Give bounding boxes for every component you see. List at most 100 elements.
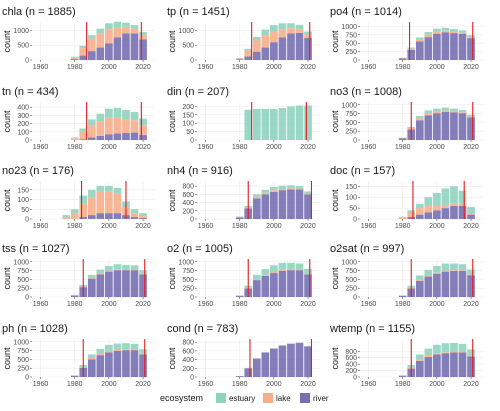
y-tick-label: 100 — [17, 129, 29, 136]
bar-river — [458, 33, 467, 60]
bar-river — [287, 343, 295, 377]
bar-lake — [287, 188, 295, 190]
x-tick-label: 2020 — [135, 381, 151, 388]
bar-river — [287, 189, 295, 219]
x-tick-label: 2000 — [266, 223, 282, 230]
y-tick-label: 0 — [25, 58, 29, 65]
bar-lake — [458, 270, 467, 271]
bar-river — [458, 352, 467, 377]
panel-title: ph (n = 1028) — [2, 323, 68, 335]
bar-river — [424, 115, 433, 140]
x-tick-label: 1980 — [67, 381, 83, 388]
bar-estuary — [467, 349, 475, 356]
bar-lake — [270, 190, 278, 192]
bar-estuary — [441, 27, 450, 31]
bar-estuary — [270, 265, 278, 272]
bar-river — [304, 194, 312, 219]
bar-river — [407, 49, 416, 60]
y-tick-label: 100 — [345, 195, 357, 202]
y-tick-label: 750 — [345, 268, 357, 275]
bar-estuary — [122, 343, 130, 350]
bar-river — [130, 217, 139, 219]
facet-panel: no23 (n = 176) 0 50 100 150 1960 1980 2000 2020 c… — [2, 165, 155, 230]
bar-river — [304, 346, 312, 377]
bar-river — [433, 33, 441, 60]
bar-estuary — [261, 29, 270, 36]
bar-river — [415, 214, 424, 219]
bar-lake — [458, 112, 467, 114]
bar-lake — [424, 113, 433, 116]
bar-lake — [467, 274, 475, 276]
bar-estuary — [458, 190, 467, 204]
bar-lake — [441, 205, 450, 209]
y-axis-label: count — [167, 347, 177, 370]
x-tick-label: 1980 — [67, 301, 83, 308]
panel-title: o2sat (n = 997) — [330, 243, 404, 255]
bar-river — [122, 133, 130, 140]
bar-lake — [295, 269, 304, 271]
bar-estuary — [415, 203, 424, 209]
x-tick-label: 2020 — [463, 144, 479, 151]
bar-estuary — [105, 185, 113, 192]
bar-lake — [105, 117, 113, 135]
bar-estuary — [287, 106, 295, 140]
bar-river — [244, 368, 253, 377]
bar-lake — [113, 27, 122, 38]
bar-lake — [113, 349, 122, 351]
x-tick-label: 1960 — [361, 301, 377, 308]
bar-lake — [450, 31, 458, 34]
bar-lake — [458, 32, 467, 34]
bar-river — [105, 271, 113, 297]
bar-river — [398, 58, 407, 60]
bar-lake — [304, 193, 312, 195]
bar-lake — [139, 216, 147, 219]
bar-estuary — [433, 344, 441, 354]
panel-title: wtemp (n = 1155) — [329, 323, 415, 335]
y-tick-label: 400 — [182, 200, 194, 207]
bar-river — [467, 38, 475, 60]
bar-river — [304, 274, 312, 297]
bar-estuary — [424, 269, 433, 276]
x-tick-label: 1980 — [395, 381, 411, 388]
bar-estuary — [79, 195, 88, 204]
bar-lake — [433, 353, 441, 355]
y-tick-label: 800 — [182, 340, 194, 347]
bar-lake — [130, 349, 139, 351]
bar-estuary — [398, 375, 407, 376]
bar-estuary — [96, 113, 105, 122]
y-tick-label: 0 — [190, 295, 194, 302]
bar-estuary — [450, 186, 458, 204]
bar-river — [424, 37, 433, 60]
bar-estuary — [261, 108, 270, 140]
x-tick-label: 1980 — [395, 64, 411, 71]
bar-river — [295, 343, 304, 377]
y-tick-label: 150 — [17, 187, 29, 194]
bar-river — [261, 47, 270, 60]
x-tick-label: 1960 — [198, 64, 214, 71]
bar-lake — [70, 57, 79, 60]
y-tick-label: 500 — [17, 277, 29, 284]
y-tick-label: 500 — [182, 43, 194, 50]
bar-river — [433, 113, 441, 140]
bar-river — [278, 37, 287, 60]
legend-swatch-river — [300, 393, 310, 403]
bar-lake — [295, 188, 304, 190]
bar-river — [139, 135, 147, 140]
bar-river — [415, 360, 424, 377]
y-tick-label: 250 — [17, 366, 29, 373]
bar-estuary — [130, 25, 139, 29]
bar-lake — [79, 131, 88, 140]
bar-river — [122, 270, 130, 297]
bar-estuary — [458, 110, 467, 113]
bar-lake — [87, 38, 96, 52]
bar-lake — [96, 273, 105, 275]
bar-lake — [113, 193, 122, 214]
bar-estuary — [87, 119, 96, 126]
bar-estuary — [130, 265, 139, 270]
x-tick-label: 2020 — [300, 144, 316, 151]
bar-lake — [139, 273, 147, 275]
bar-river — [398, 376, 407, 377]
bar-estuary — [287, 262, 295, 270]
bar-estuary — [415, 354, 424, 360]
bar-lake — [113, 117, 122, 134]
